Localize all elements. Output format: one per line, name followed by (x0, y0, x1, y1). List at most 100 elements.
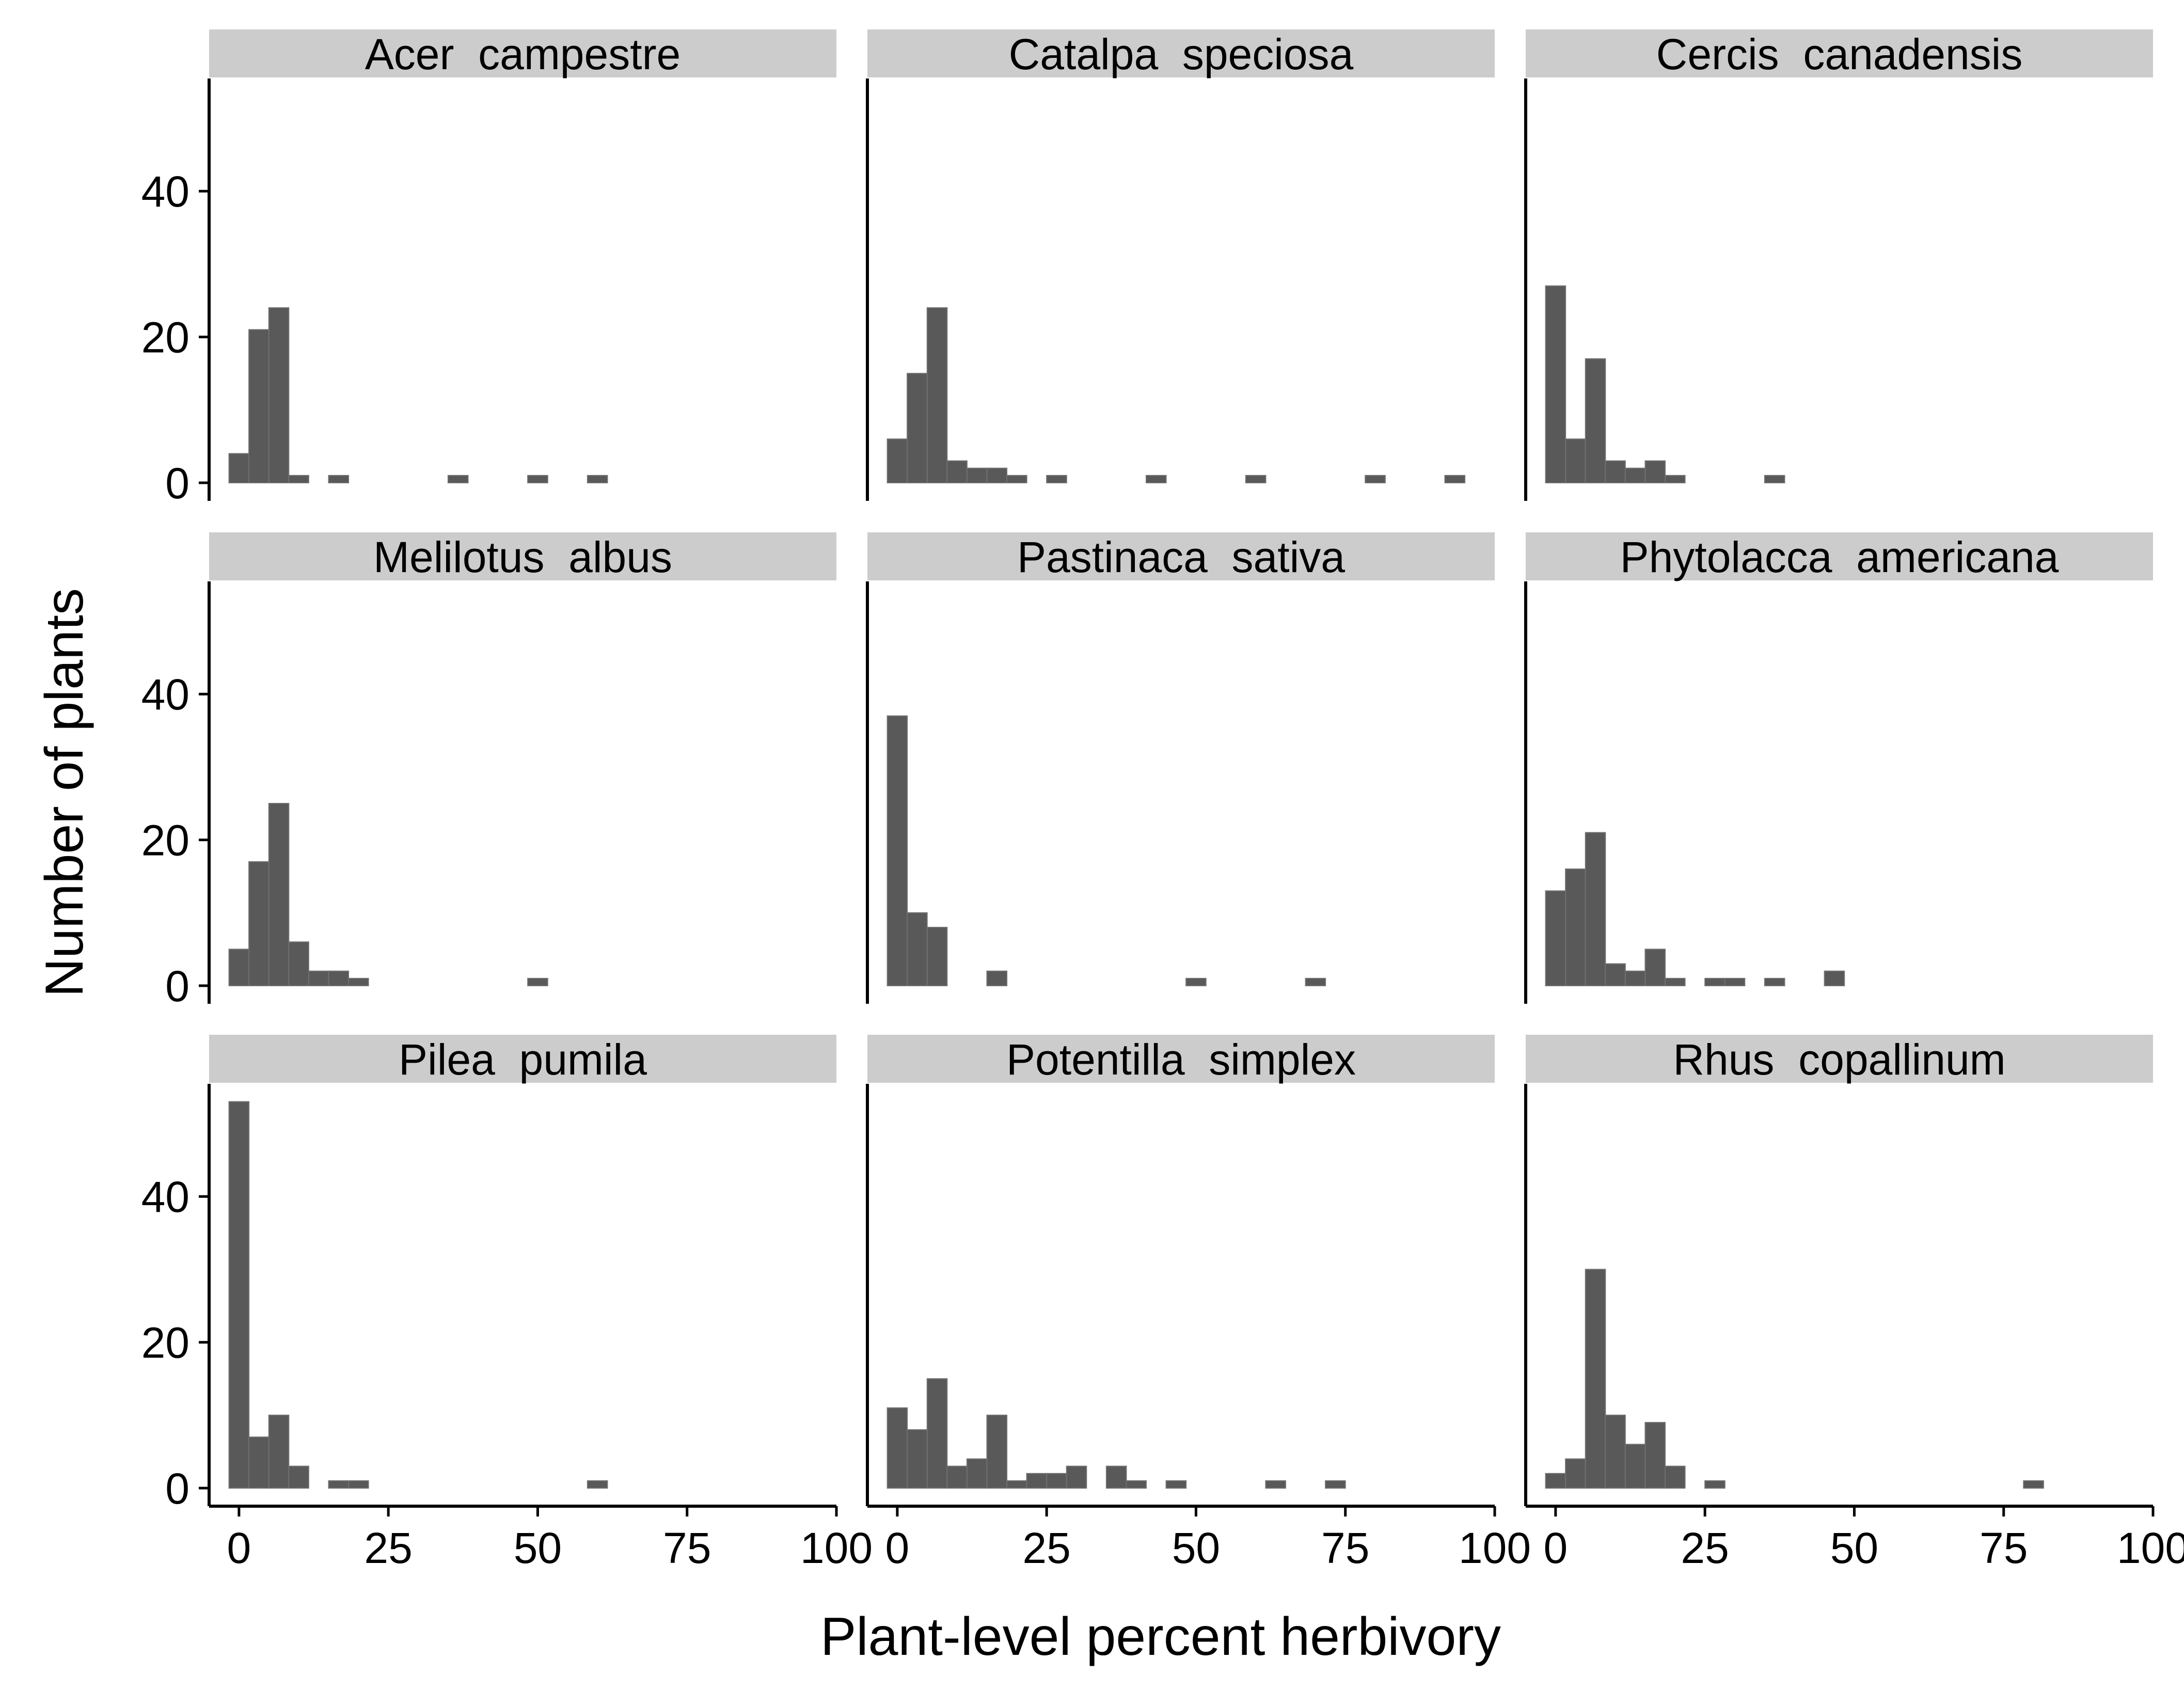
histogram-bar (268, 307, 290, 483)
x-tick-label: 100 (2117, 1524, 2184, 1572)
histogram-bar (907, 373, 928, 484)
histogram-bar (1824, 970, 1845, 987)
histogram-bar (946, 1465, 968, 1489)
x-tick-label: 100 (1459, 1524, 1531, 1572)
histogram-bar (986, 1414, 1008, 1489)
x-tick-label: 50 (514, 1524, 562, 1572)
x-tick-label: 0 (1543, 1524, 1568, 1572)
histogram-bar (1644, 1421, 1666, 1489)
facet-strip (209, 29, 836, 77)
x-tick-label: 25 (1681, 1524, 1729, 1572)
histogram-bar (268, 1414, 290, 1489)
histogram-bar (1565, 1458, 1586, 1489)
y-tick-label: 40 (141, 670, 189, 719)
facet-strip-label: Phytolacca americana (1620, 533, 2059, 581)
histogram-bar (328, 475, 350, 484)
facet-panel: Rhus copallinum 0 25 50 75 100 (1524, 1035, 2184, 1572)
facet-strip-label: Cercis canadensis (1656, 30, 2023, 78)
x-tick-label: 50 (1830, 1524, 1878, 1572)
histogram-bar (1665, 475, 1686, 484)
facet-strip-label: Catalpa speciosa (1009, 30, 1354, 78)
histogram-bar (1565, 438, 1586, 484)
histogram-bar (986, 970, 1008, 987)
histogram-bar (1605, 460, 1626, 484)
histogram-bar (1126, 1480, 1147, 1489)
histogram-bar (248, 861, 270, 986)
facet-panel: Pilea pumila 0 20 40 0 25 50 75 100 (141, 1035, 873, 1572)
histogram-bar (966, 1458, 988, 1489)
histogram-bar (946, 460, 968, 484)
histogram-bar (228, 453, 250, 484)
histogram-bar (1185, 977, 1207, 987)
histogram-bar (527, 475, 548, 484)
x-axis-title: Plant-level percent herbivory (820, 1607, 1501, 1667)
facet-strip (209, 532, 836, 580)
histogram-bar (1245, 475, 1267, 484)
histogram-bar (1585, 1269, 1606, 1489)
histogram-bar (527, 977, 548, 987)
facet-panel: Catalpa speciosa (866, 29, 1495, 501)
histogram-bar (328, 1480, 350, 1489)
facet-panel: Cercis canadensis (1524, 29, 2153, 501)
histogram-bar (1605, 1414, 1626, 1489)
histogram-bar (1105, 1465, 1127, 1489)
facet-panel: Melilotus albus 0 20 40 (141, 532, 836, 1010)
histogram-bar (1585, 358, 1606, 484)
histogram-bar (248, 1436, 270, 1489)
facet-strip (867, 532, 1495, 580)
y-tick-label: 20 (141, 313, 189, 362)
histogram-bar (926, 927, 948, 987)
histogram-bar (1704, 977, 1726, 987)
histogram-bar (1644, 949, 1666, 987)
histogram-bar (1165, 1480, 1187, 1489)
x-tick-label: 50 (1172, 1524, 1220, 1572)
facet-strip (1526, 1035, 2153, 1083)
x-tick-label: 75 (1321, 1524, 1369, 1572)
x-tick-label: 75 (1980, 1524, 2028, 1572)
histogram-bar (1444, 475, 1466, 484)
histogram-bar (1665, 1465, 1686, 1489)
histogram-bar (228, 1101, 250, 1489)
histogram-bar (1605, 963, 1626, 987)
histogram-bar (348, 1480, 369, 1489)
histogram-bar (1325, 1480, 1346, 1489)
x-tick-label: 75 (663, 1524, 711, 1572)
histogram-bar (1764, 977, 1785, 987)
histogram-bar (1006, 475, 1027, 484)
histogram-bar (1585, 832, 1606, 986)
facet-panel: Pastinaca sativa (866, 532, 1495, 1004)
histogram-bar (1624, 467, 1646, 484)
facet-strip (1526, 532, 2153, 580)
histogram-bar (887, 1407, 908, 1489)
facet-strip (1526, 29, 2153, 77)
histogram-bar (288, 941, 309, 987)
facet-strip-label: Potentilla simplex (1006, 1035, 1356, 1084)
histogram-bar (926, 307, 948, 483)
x-tick-label: 0 (227, 1524, 251, 1572)
x-tick-label: 0 (885, 1524, 909, 1572)
histogram-bar (447, 475, 469, 484)
histogram-bar (1665, 977, 1686, 987)
y-axis-title: Number of plants (35, 588, 94, 997)
histogram-bar (986, 467, 1008, 484)
histogram-bar (1545, 1473, 1566, 1489)
facet-panel: Potentilla simplex 0 25 50 75 100 (866, 1035, 1531, 1572)
histogram-bar (1046, 1473, 1067, 1489)
histogram-bar (587, 1480, 608, 1489)
facet-panel: Phytolacca americana (1524, 532, 2153, 1004)
panels: Acer campestre 0 20 40 Catalpa speciosa Cerci… (141, 29, 2184, 1572)
y-tick-label: 0 (165, 1464, 189, 1513)
facet-strip (209, 1035, 836, 1083)
histogram-bar (1006, 1480, 1027, 1489)
histogram-bar (228, 949, 250, 987)
histogram-bar (1624, 1444, 1646, 1489)
y-tick-label: 0 (165, 962, 189, 1010)
facet-panel: Acer campestre 0 20 40 (141, 29, 836, 508)
histogram-bar (1724, 977, 1746, 987)
histogram-bar (248, 329, 270, 483)
histogram-bar (1545, 285, 1566, 483)
histogram-bar (328, 970, 350, 987)
y-tick-label: 0 (165, 459, 189, 508)
histogram-bar (1066, 1465, 1087, 1489)
